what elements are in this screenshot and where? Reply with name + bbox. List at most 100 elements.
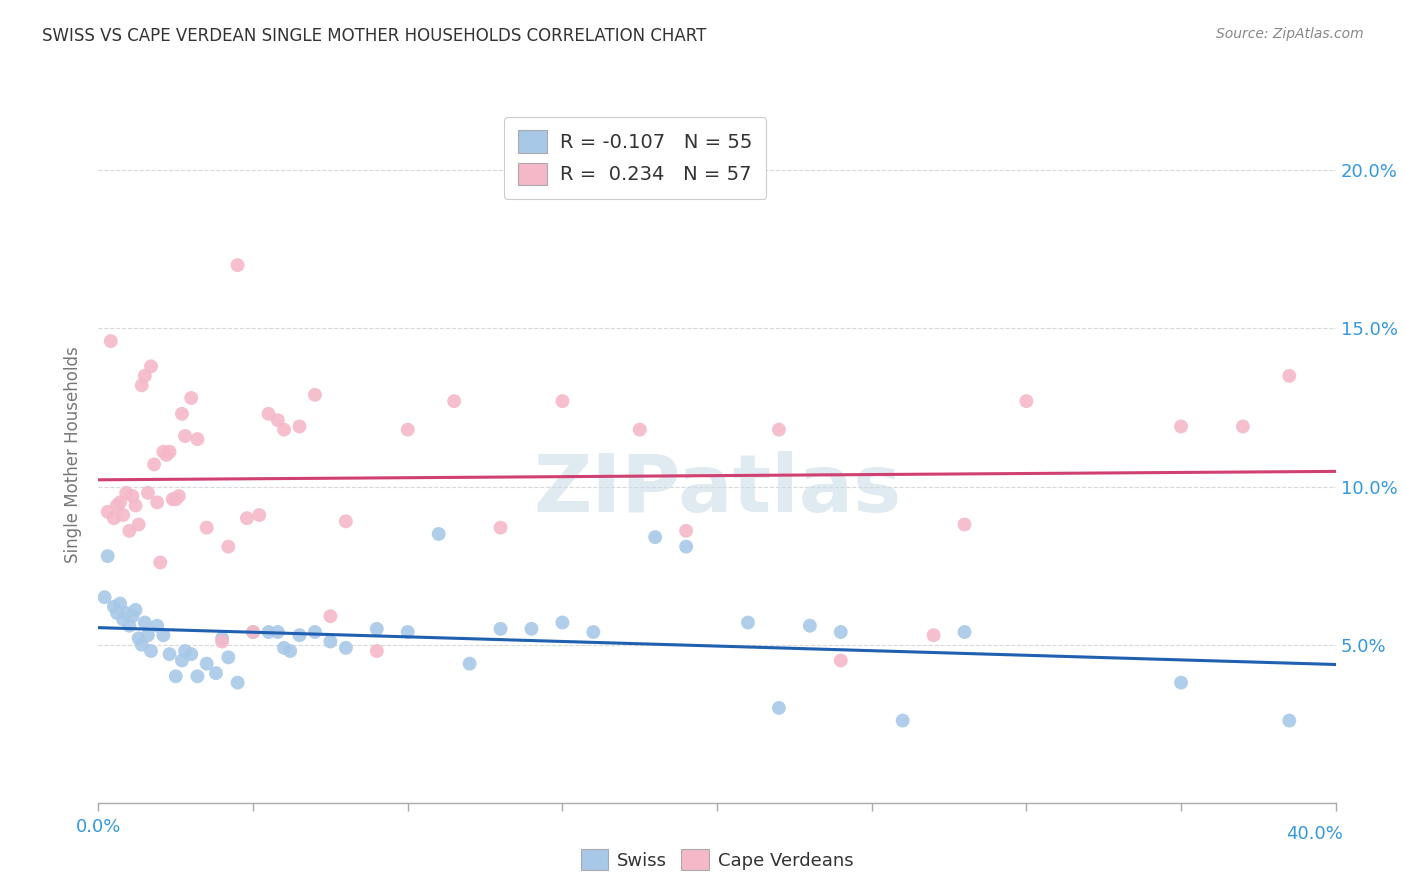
Point — [1278, 368, 1301, 383]
Point — [242, 625, 264, 640]
Point — [1015, 394, 1038, 409]
Point — [1170, 419, 1192, 434]
Point — [304, 388, 326, 402]
Point — [131, 378, 153, 392]
Point — [134, 615, 156, 630]
Point — [108, 495, 131, 509]
Text: Source: ZipAtlas.com: Source: ZipAtlas.com — [1216, 27, 1364, 41]
Point — [124, 499, 146, 513]
Point — [628, 423, 651, 437]
Point — [247, 508, 270, 522]
Point — [112, 508, 135, 522]
Point — [273, 640, 295, 655]
Point — [489, 521, 512, 535]
Point — [366, 622, 388, 636]
Point — [103, 511, 125, 525]
Point — [152, 444, 174, 458]
Point — [582, 625, 605, 640]
Point — [319, 609, 342, 624]
Point — [165, 492, 187, 507]
Point — [768, 701, 790, 715]
Point — [136, 628, 159, 642]
Point — [186, 432, 208, 446]
Point — [236, 511, 259, 525]
Point — [737, 615, 759, 630]
Point — [134, 368, 156, 383]
Point — [136, 486, 159, 500]
Point — [170, 653, 193, 667]
Point — [128, 632, 150, 646]
Point — [195, 521, 218, 535]
Point — [131, 638, 153, 652]
Point — [551, 615, 574, 630]
Point — [288, 419, 311, 434]
Point — [186, 669, 208, 683]
Point — [146, 495, 169, 509]
Point — [217, 540, 239, 554]
Point — [675, 540, 697, 554]
Point — [242, 625, 264, 640]
Point — [768, 423, 790, 437]
Point — [152, 628, 174, 642]
Point — [304, 625, 326, 640]
Point — [149, 556, 172, 570]
Point — [288, 628, 311, 642]
Point — [1278, 714, 1301, 728]
Point — [644, 530, 666, 544]
Point — [1170, 675, 1192, 690]
Text: 40.0%: 40.0% — [1286, 825, 1343, 843]
Point — [174, 644, 197, 658]
Point — [121, 489, 143, 503]
Text: ZIPatlas: ZIPatlas — [533, 450, 901, 529]
Legend: Swiss, Cape Verdeans: Swiss, Cape Verdeans — [574, 842, 860, 877]
Point — [118, 524, 141, 538]
Y-axis label: Single Mother Households: Single Mother Households — [65, 347, 83, 563]
Point — [205, 666, 228, 681]
Point — [165, 669, 187, 683]
Point — [105, 499, 128, 513]
Point — [366, 644, 388, 658]
Point — [115, 486, 138, 500]
Point — [159, 444, 181, 458]
Point — [105, 606, 128, 620]
Point — [226, 675, 249, 690]
Point — [443, 394, 465, 409]
Point — [128, 517, 150, 532]
Point — [211, 632, 233, 646]
Point — [278, 644, 301, 658]
Point — [180, 391, 202, 405]
Point — [118, 618, 141, 632]
Point — [520, 622, 543, 636]
Point — [675, 524, 697, 538]
Point — [922, 628, 945, 642]
Point — [180, 647, 202, 661]
Point — [97, 505, 120, 519]
Point — [427, 527, 450, 541]
Point — [121, 609, 143, 624]
Point — [257, 407, 280, 421]
Point — [143, 458, 166, 472]
Point — [396, 625, 419, 640]
Point — [319, 634, 342, 648]
Point — [551, 394, 574, 409]
Point — [103, 599, 125, 614]
Point — [139, 359, 162, 374]
Point — [217, 650, 239, 665]
Point — [93, 591, 115, 605]
Point — [953, 517, 976, 532]
Point — [267, 413, 290, 427]
Point — [335, 640, 357, 655]
Point — [830, 625, 852, 640]
Point — [112, 612, 135, 626]
Point — [211, 634, 233, 648]
Point — [124, 603, 146, 617]
Point — [953, 625, 976, 640]
Point — [830, 653, 852, 667]
Point — [335, 514, 357, 528]
Point — [267, 625, 290, 640]
Point — [167, 489, 190, 503]
Point — [257, 625, 280, 640]
Point — [799, 618, 821, 632]
Text: SWISS VS CAPE VERDEAN SINGLE MOTHER HOUSEHOLDS CORRELATION CHART: SWISS VS CAPE VERDEAN SINGLE MOTHER HOUS… — [42, 27, 707, 45]
Point — [1232, 419, 1254, 434]
